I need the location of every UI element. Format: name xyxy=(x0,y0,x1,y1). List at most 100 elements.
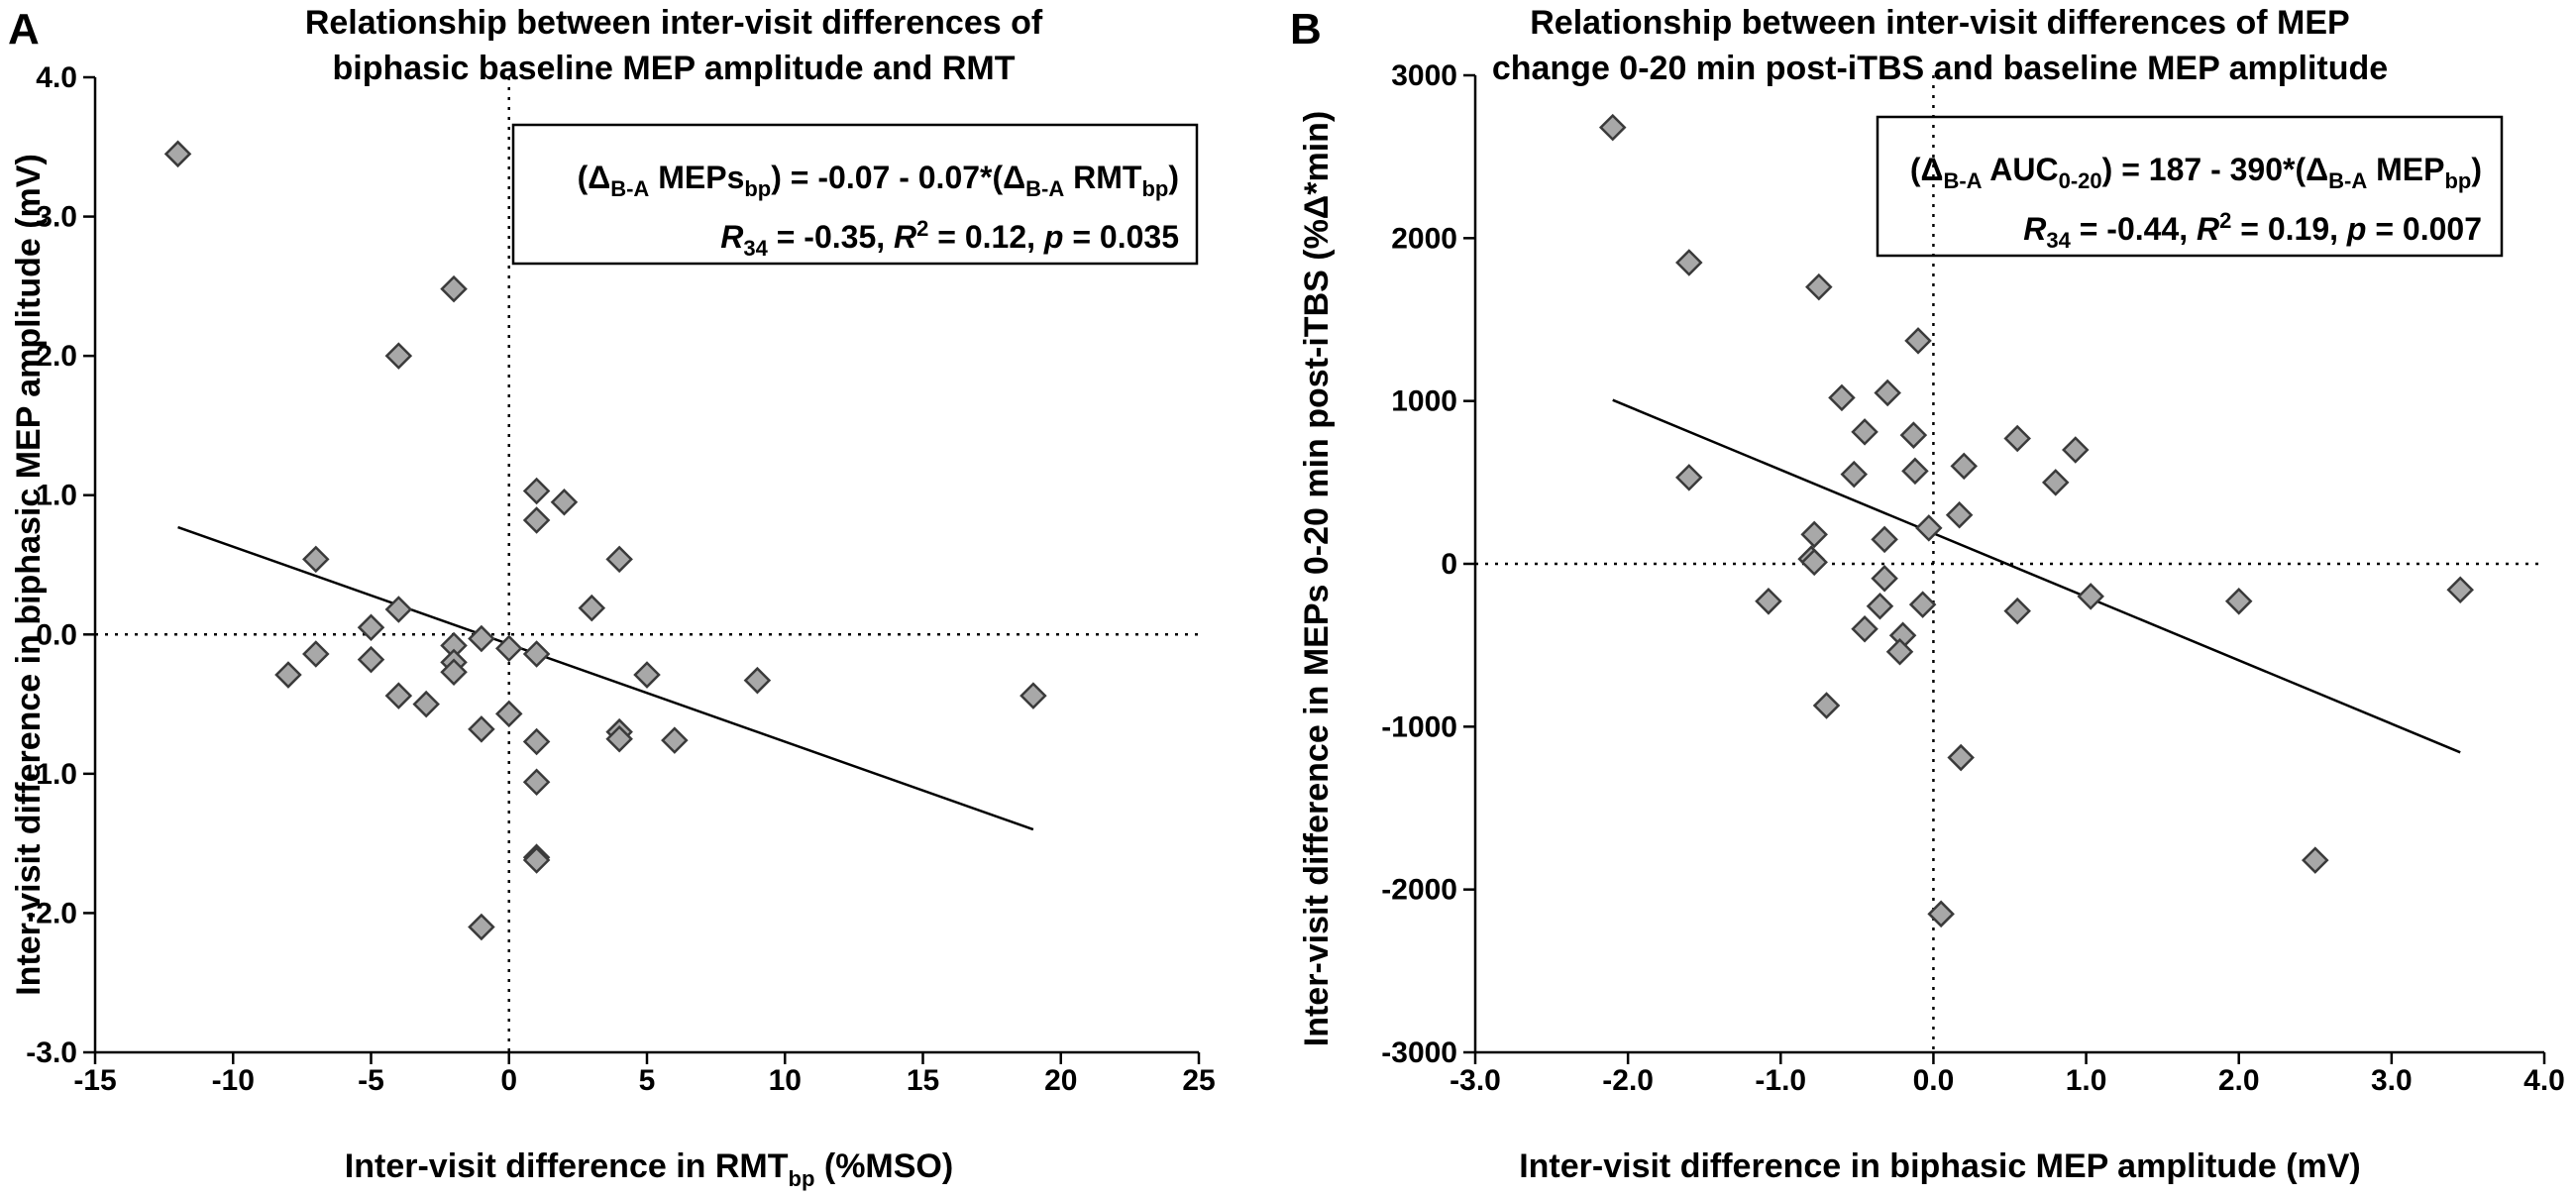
panel-a-y-tick-label: 0.0 xyxy=(36,618,77,651)
panel-a-y-axis-label: Inter-visit difference in biphasic MEP a… xyxy=(10,154,48,996)
panel-b-data-point xyxy=(1675,249,1703,276)
panel-b-data-point xyxy=(1908,591,1937,618)
panel-b-data-point xyxy=(1828,383,1856,412)
panel-a-data-point xyxy=(357,645,385,674)
panel-a-x-tick-label: 10 xyxy=(769,1064,802,1097)
panel-b-equation-line1: (ΔB-A AUC0-20) = 187 - 390*(ΔB-A MEPbp) xyxy=(1910,152,2482,193)
panel-b-data-point xyxy=(1927,900,1955,928)
panel-b-data-point xyxy=(1899,421,1928,449)
panel-b-data-point xyxy=(1874,379,1901,407)
panel-b-data-point xyxy=(2077,583,2104,610)
panel-b-data-point xyxy=(1871,565,1898,593)
panel-a-x-axis-label: Inter-visit difference in RMTbp (%MSO) xyxy=(345,1147,953,1191)
panel-a-data-point xyxy=(633,661,661,689)
panel-a-data-point xyxy=(522,640,551,668)
panel-a-letter: A xyxy=(8,5,40,54)
panel-b-data-point xyxy=(2302,846,2329,874)
panel-b-x-tick-label: -2.0 xyxy=(1602,1064,1654,1097)
panel-b-data-point xyxy=(2003,424,2031,453)
panel-a-x-tick-label: 25 xyxy=(1182,1064,1215,1097)
panel-b-equation-line2: R34 = -0.44, R2 = 0.19, p = 0.007 xyxy=(2023,208,2482,253)
panel-a-data-point xyxy=(468,715,495,743)
panel-b-y-tick-label: -2000 xyxy=(1381,874,1457,907)
panel-b-y-tick-label: 0 xyxy=(1441,548,1457,581)
panel-a-data-point xyxy=(1020,682,1047,709)
panel-a-data-point xyxy=(661,726,689,754)
panel-b-data-point xyxy=(1904,327,1932,355)
panel-a-data-point xyxy=(302,640,330,668)
panel-a-data-point xyxy=(550,488,579,516)
panel-a-data-point xyxy=(468,913,495,941)
panel-b-title-line2: change 0-20 min post-iTBS and baseline M… xyxy=(1492,50,2388,87)
panel-b-data-point xyxy=(1805,272,1833,301)
panel-b-x-tick-label: 0.0 xyxy=(1913,1064,1955,1097)
panel-b-y-tick-label: -1000 xyxy=(1381,710,1457,743)
panel-b-x-tick-label: 4.0 xyxy=(2523,1064,2565,1097)
panel-a-data-point xyxy=(605,545,633,574)
panel-b-data-point xyxy=(1871,525,1898,554)
panel-a-y-tick-label: 1.0 xyxy=(36,480,77,512)
panel-a-x-label-sub: bp xyxy=(789,1166,815,1191)
panel-a-data-point xyxy=(494,700,523,728)
panel-b-data-point xyxy=(1840,460,1869,489)
panel-a-equation-line2: R34 = -0.35, R2 = 0.12, p = 0.035 xyxy=(720,216,1179,261)
panel-b-x-tick-label: -3.0 xyxy=(1449,1064,1501,1097)
panel-b-data-point xyxy=(2062,436,2090,464)
panel-a-data-point xyxy=(302,545,330,574)
panel-b-data-point xyxy=(1915,514,1943,542)
panel-a-x-tick-label: -10 xyxy=(212,1064,255,1097)
panel-a-y-tick-label: -3.0 xyxy=(26,1036,77,1069)
panel-b-data-point xyxy=(1945,500,1974,529)
panel-a-x-tick-label: 15 xyxy=(907,1064,939,1097)
panel-a-equation-box xyxy=(511,123,1199,266)
panel-b-y-tick-label: 1000 xyxy=(1391,385,1457,418)
panel-a-data-point xyxy=(274,661,302,689)
panel-b-x-axis-label: Inter-visit difference in biphasic MEP a… xyxy=(1519,1147,2361,1185)
panel-b-data-point xyxy=(1851,614,1878,643)
panel-b-data-point xyxy=(1901,457,1929,486)
panel-a-x-tick-label: 5 xyxy=(639,1064,656,1097)
panel-b-y-axis-label: Inter-visit difference in MEPs 0-20 min … xyxy=(1298,111,1336,1046)
panel-a-y-tick-label: -2.0 xyxy=(26,897,77,929)
panel-a-data-point xyxy=(522,477,551,505)
panel-b-x-tick-label: -1.0 xyxy=(1755,1064,1806,1097)
panel-a-data-point xyxy=(357,613,385,642)
panel-a-title-line1: Relationship between inter-visit differe… xyxy=(305,4,1043,42)
panel-b-x-tick-label: 1.0 xyxy=(2066,1064,2107,1097)
panel-a-data-point xyxy=(494,634,523,663)
panel-a-x-tick-label: -15 xyxy=(73,1064,116,1097)
panel-a-data-point xyxy=(468,624,495,653)
panel-a-data-point xyxy=(522,768,551,797)
panel-b-data-point xyxy=(1885,637,1914,666)
panel-a-data-point xyxy=(743,666,772,695)
panel-b-plot: -3000 -2000 -1000 0 1000 2000 3000 -3.0 -2.0 -1.0… xyxy=(1381,59,2565,1097)
panel-b-title-line1: Relationship between inter-visit differe… xyxy=(1530,4,2350,42)
panel-a-y-tick-label: 2.0 xyxy=(36,340,77,373)
panel-a-regression-line xyxy=(177,525,1034,831)
panel-a-data-point xyxy=(384,342,413,370)
panel-a-data-point xyxy=(412,690,440,718)
panel-a-data-point xyxy=(522,846,551,874)
panel-a-data-point xyxy=(522,727,551,756)
panel-b-x-tick-label: 2.0 xyxy=(2218,1064,2260,1097)
panel-b-data-point xyxy=(2003,597,2031,625)
panel-a-data-point xyxy=(522,506,551,534)
panel-b-data-point xyxy=(1800,548,1828,577)
panel-b-x-tick-label: 3.0 xyxy=(2371,1064,2413,1097)
panel-a-y-tick-label: 3.0 xyxy=(36,201,77,234)
panel-b-data-point xyxy=(1947,743,1975,772)
panel-a-y-tick-label: 4.0 xyxy=(36,61,77,94)
panel-a-title-line2: biphasic baseline MEP amplitude and RMT xyxy=(333,50,1016,87)
panel-a-data-point xyxy=(578,594,606,622)
panel-a-data-point xyxy=(384,682,413,709)
panel-a-data-point xyxy=(163,140,192,168)
panel-a-data-point xyxy=(384,596,413,623)
panel-b-data-point xyxy=(1866,592,1894,620)
panel-b-data-point xyxy=(1675,464,1703,491)
panel-b-data-point xyxy=(1598,113,1627,142)
panel-b-data-point xyxy=(1755,588,1782,615)
panel-b-y-tick-label: 3000 xyxy=(1391,59,1457,92)
panel-b-data-point xyxy=(1812,692,1841,719)
panel-a-data-point xyxy=(440,274,468,303)
